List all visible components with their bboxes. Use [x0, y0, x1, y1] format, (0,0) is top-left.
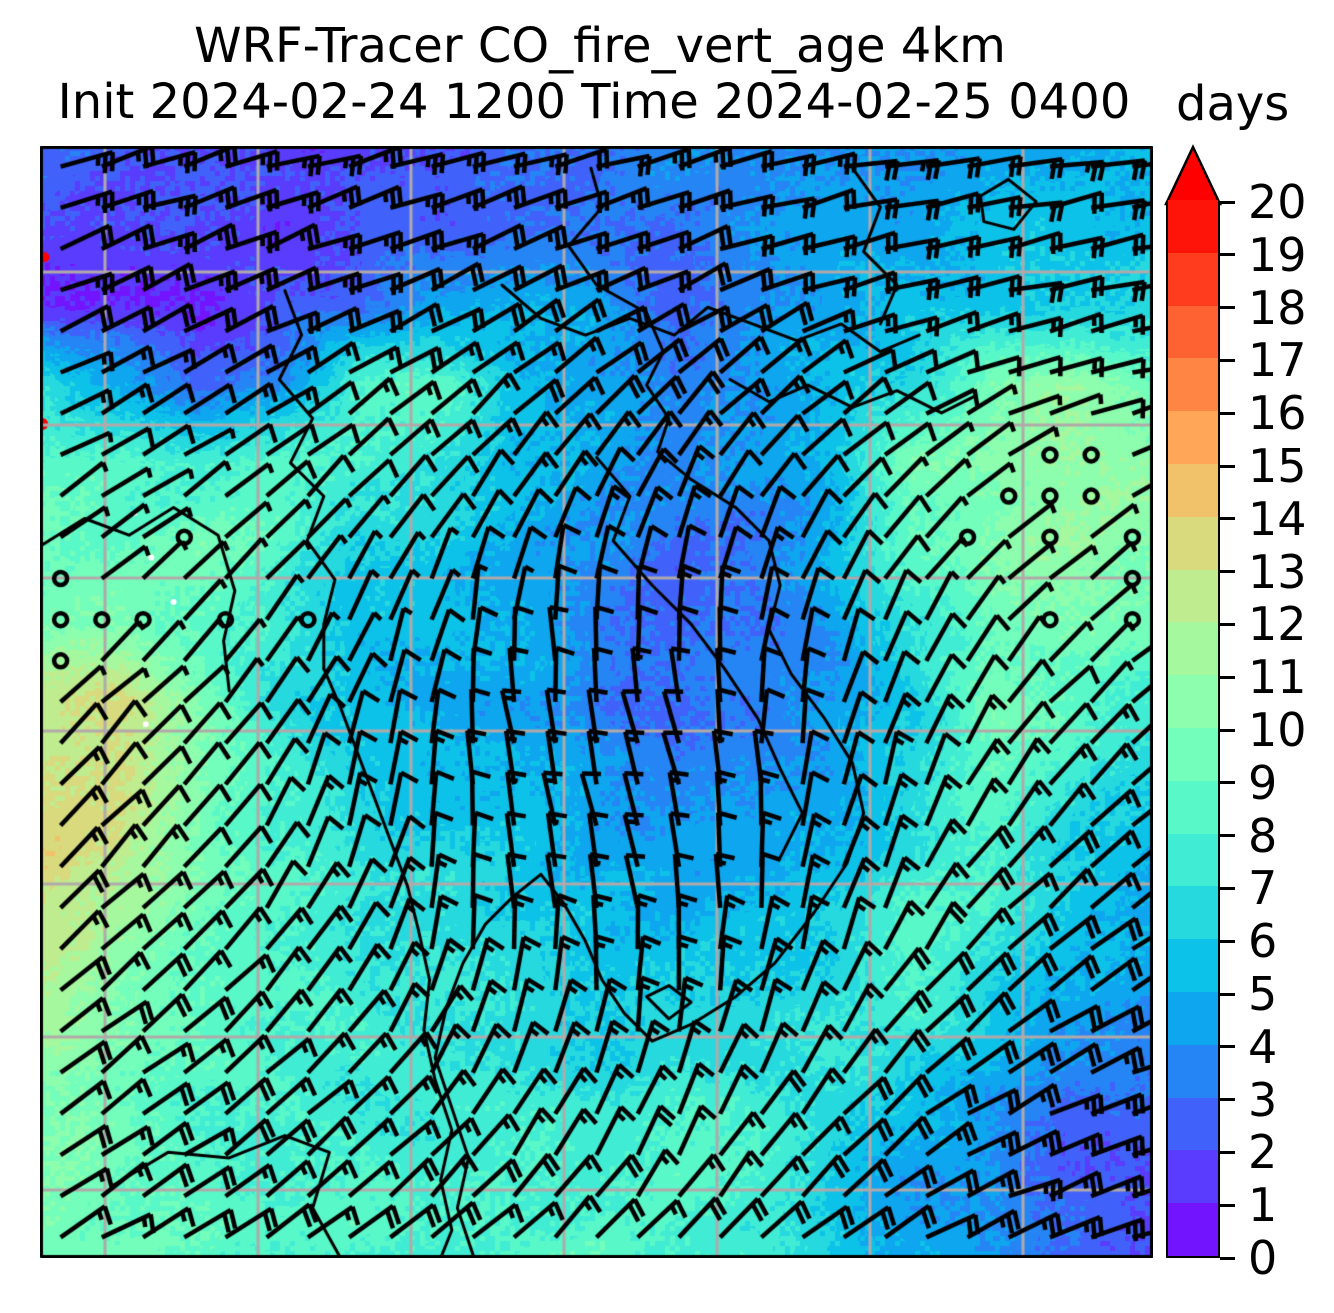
colorbar-band-16: [1168, 357, 1218, 412]
colorbar-tickmark-11: [1220, 675, 1235, 679]
colorbar-tickmark-7: [1220, 886, 1235, 890]
colorbar-band-8: [1168, 780, 1218, 834]
colorbar-tickmark-8: [1220, 834, 1235, 838]
colorbar-band-15: [1168, 410, 1218, 464]
colorbar-ticklabel-10: 10: [1248, 703, 1307, 757]
colorbar-band-3: [1168, 1044, 1218, 1098]
colorbar-band-5: [1168, 938, 1218, 992]
colorbar-tickmark-6: [1220, 939, 1235, 943]
colorbar-ticklabel-19: 19: [1248, 227, 1307, 282]
colorbar-band-12: [1168, 569, 1218, 623]
colorbar-band-0: [1168, 1202, 1218, 1256]
colorbar-band-18: [1168, 252, 1218, 306]
colorbar-ticklabel-9: 9: [1248, 755, 1278, 810]
colorbar-tickmark-12: [1220, 622, 1235, 626]
colorbar-tickmark-10: [1220, 728, 1235, 732]
colorbar-ticklabel-5: 5: [1248, 967, 1278, 1021]
colorbar-ticklabel-6: 6: [1248, 914, 1278, 969]
colorbar-ticklabel-1: 1: [1248, 1178, 1278, 1233]
colorbar-band-14: [1168, 463, 1218, 517]
colorbar-tickmark-2: [1220, 1150, 1235, 1154]
colorbar-band-7: [1168, 833, 1218, 887]
colorbar-unit-label: days: [1176, 76, 1290, 132]
colorbar-tickmark-5: [1220, 992, 1235, 996]
colorbar-tickmark-20: [1220, 200, 1235, 204]
colorbar-ticklabel-0: 0: [1248, 1231, 1278, 1285]
colorbar-tickmark-17: [1220, 358, 1235, 362]
colorbar-ticklabel-16: 16: [1248, 386, 1307, 441]
colorbar-tickmark-3: [1220, 1098, 1235, 1102]
colorbar-ticklabel-4: 4: [1248, 1019, 1278, 1074]
colorbar: [1166, 199, 1220, 1258]
colorbar-tickmark-15: [1220, 464, 1235, 468]
colorbar-ticklabel-14: 14: [1248, 491, 1307, 546]
colorbar-band-11: [1168, 621, 1218, 676]
colorbar-band-17: [1168, 305, 1218, 359]
colorbar-tickmark-18: [1220, 306, 1235, 310]
plot-title: WRF-Tracer CO_fire_vert_age 4km: [194, 18, 1006, 74]
map-canvas: [40, 146, 1153, 1258]
colorbar-ticklabel-11: 11: [1248, 650, 1307, 705]
colorbar-ticklabel-15: 15: [1248, 439, 1307, 493]
colorbar-ticklabel-12: 12: [1248, 597, 1307, 652]
colorbar-band-13: [1168, 516, 1218, 570]
colorbar-ticklabel-18: 18: [1248, 280, 1307, 335]
colorbar-ticklabel-3: 3: [1248, 1072, 1278, 1127]
colorbar-band-9: [1168, 727, 1218, 781]
colorbar-ticklabel-7: 7: [1248, 861, 1278, 916]
colorbar-band-1: [1168, 1149, 1218, 1204]
colorbar-band-6: [1168, 885, 1218, 940]
colorbar-tickmark-19: [1220, 253, 1235, 257]
colorbar-tickmark-1: [1220, 1203, 1235, 1207]
colorbar-tickmark-14: [1220, 517, 1235, 521]
colorbar-band-10: [1168, 674, 1218, 728]
colorbar-ticklabel-13: 13: [1248, 544, 1307, 599]
colorbar-tickmark-13: [1220, 570, 1235, 574]
plot-subtitle-init-valid-time: Init 2024-02-24 1200 Time 2024-02-25 040…: [57, 74, 1131, 130]
colorbar-band-2: [1168, 1097, 1218, 1151]
colorbar-tickmark-4: [1220, 1045, 1235, 1049]
colorbar-ticklabel-2: 2: [1248, 1125, 1278, 1180]
colorbar-tickmark-9: [1220, 781, 1235, 785]
colorbar-ticklabel-8: 8: [1248, 808, 1278, 863]
colorbar-ticklabel-17: 17: [1248, 333, 1307, 388]
colorbar-ticklabel-20: 20: [1248, 175, 1307, 229]
colorbar-band-4: [1168, 991, 1218, 1045]
colorbar-band-19: [1168, 199, 1218, 253]
colorbar-over-arrow: [1164, 144, 1222, 206]
colorbar-tickmark-0: [1220, 1256, 1235, 1260]
colorbar-tickmark-16: [1220, 411, 1235, 415]
